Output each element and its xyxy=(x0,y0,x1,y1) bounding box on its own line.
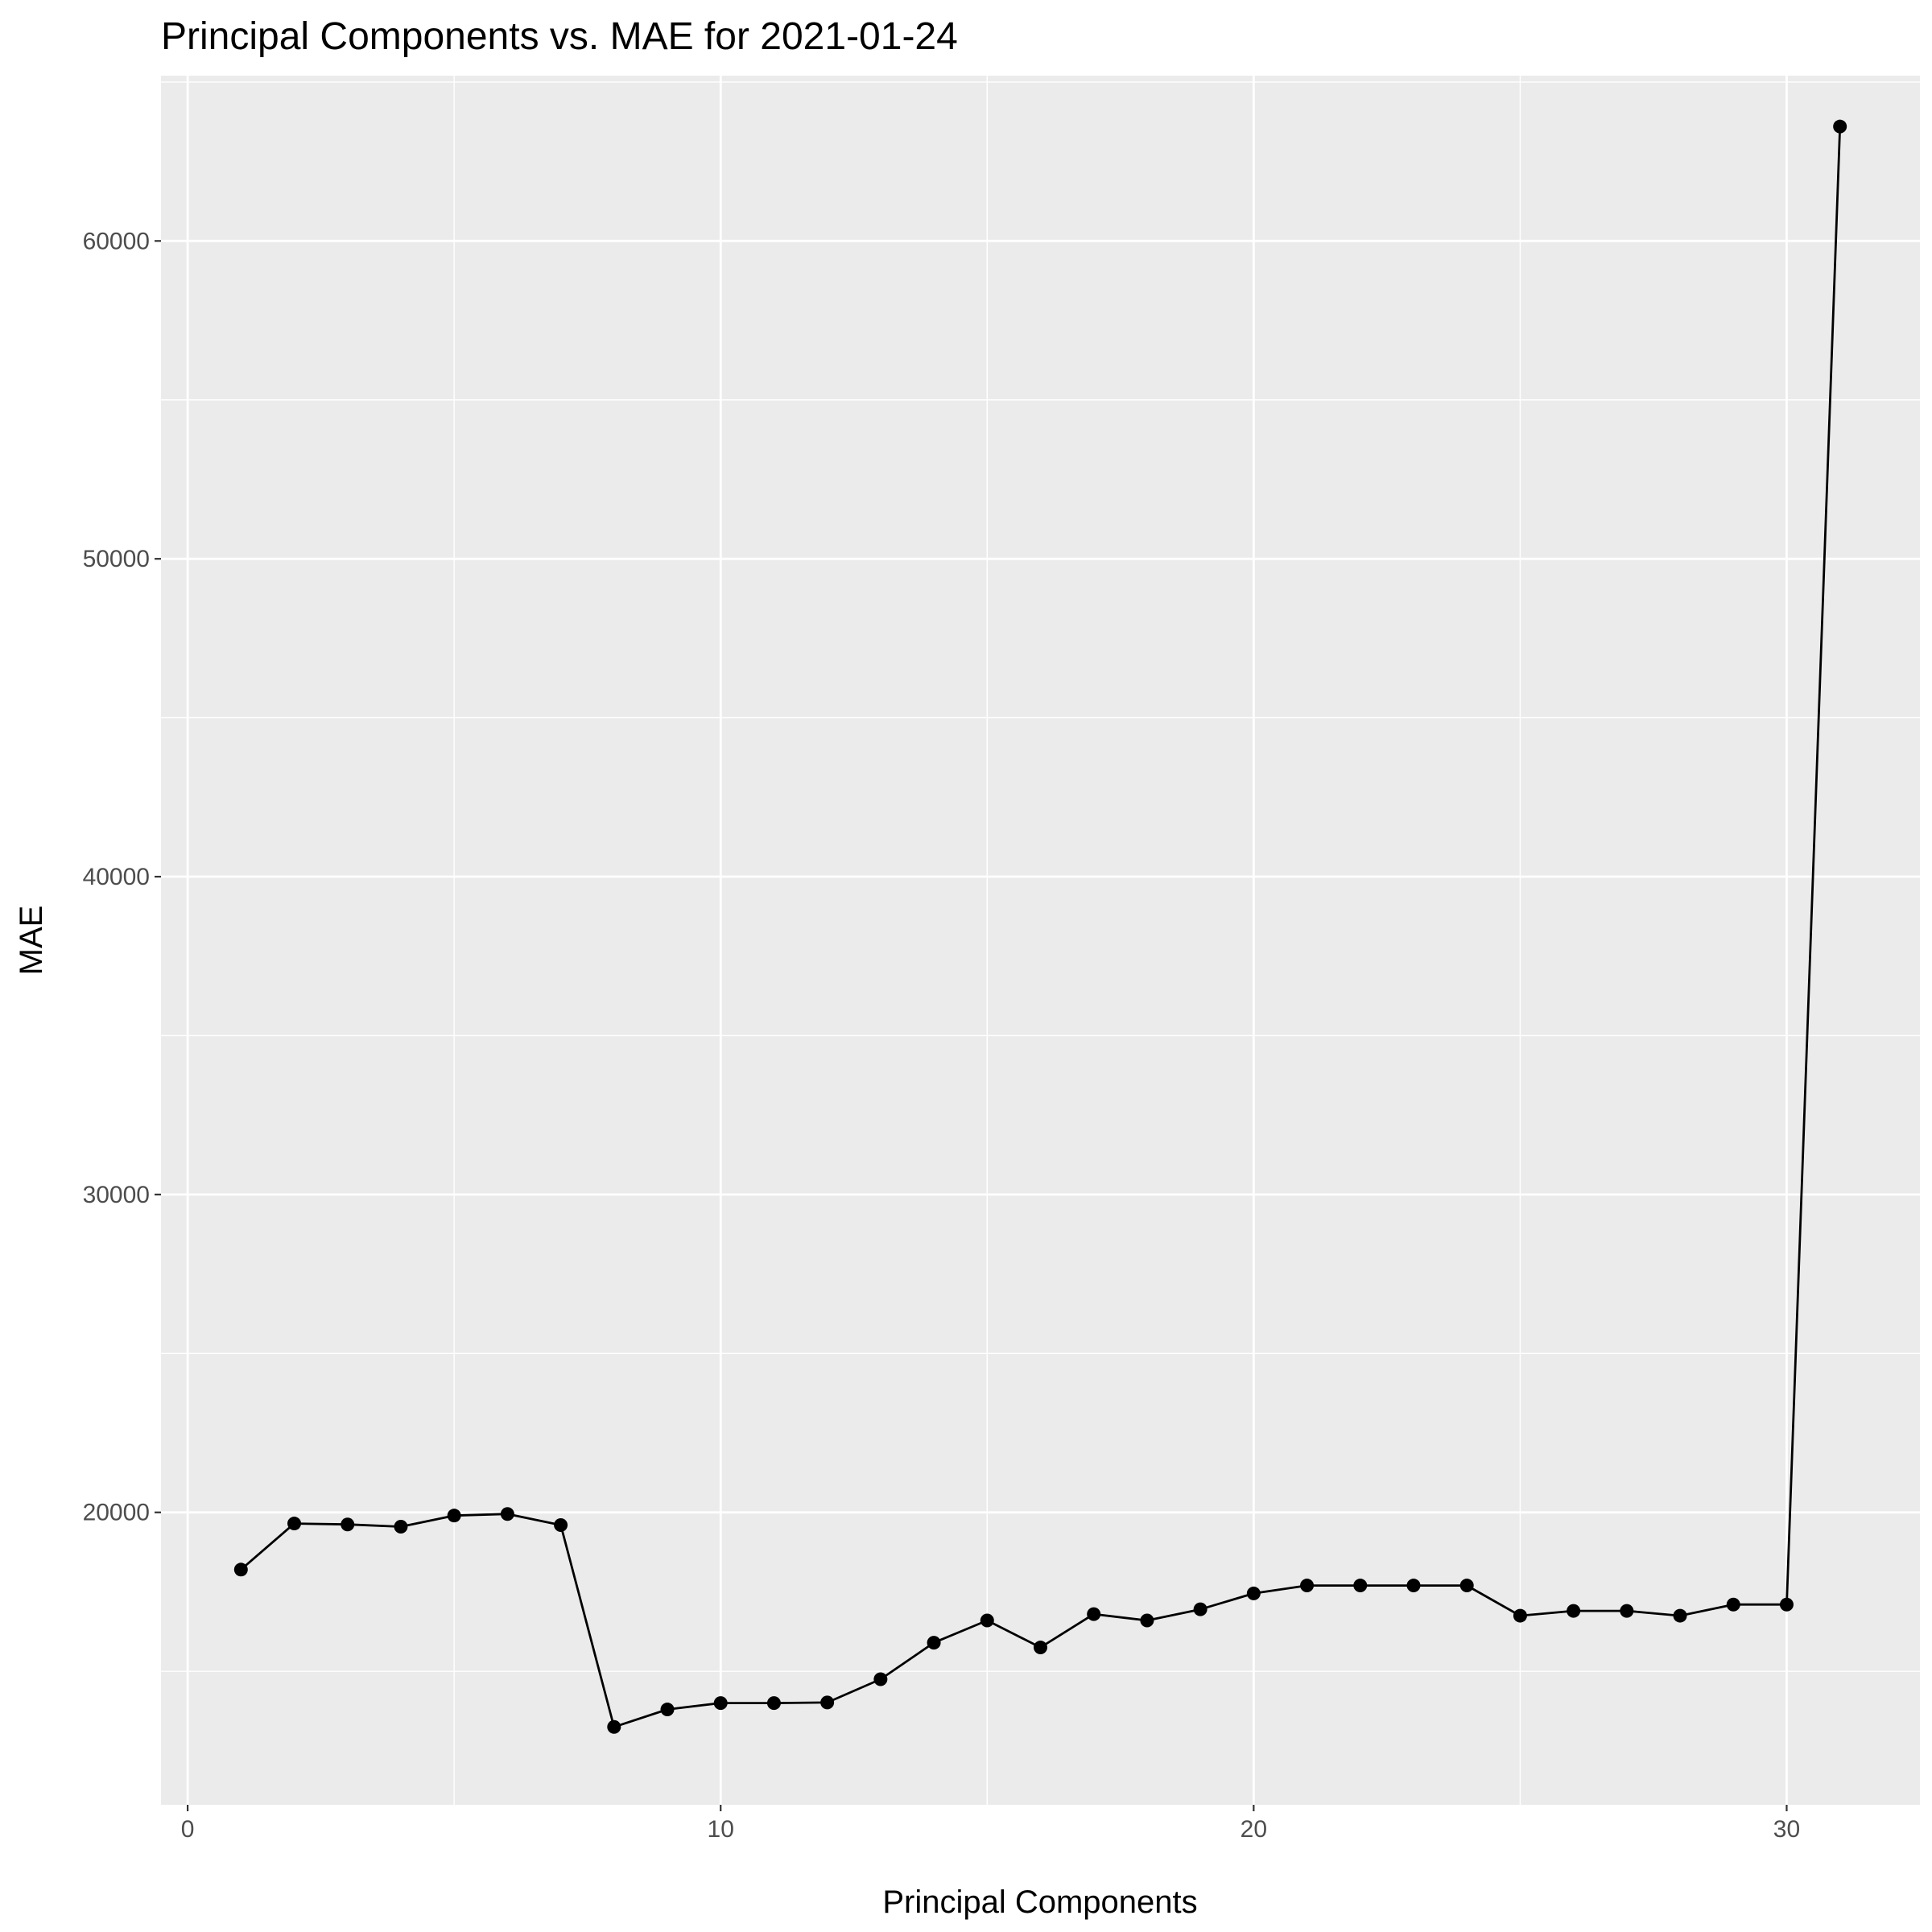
y-tick-label: 60000 xyxy=(83,228,150,254)
x-tick-label: 30 xyxy=(1773,1816,1800,1843)
data-point xyxy=(1833,119,1847,134)
data-series xyxy=(233,119,1847,1734)
data-point xyxy=(713,1696,728,1711)
y-tick-label: 40000 xyxy=(83,864,150,890)
data-point xyxy=(1620,1604,1634,1618)
data-point xyxy=(1246,1586,1261,1600)
data-point xyxy=(394,1520,408,1534)
data-point xyxy=(1406,1579,1421,1593)
data-point xyxy=(1087,1607,1101,1621)
data-point xyxy=(873,1672,888,1686)
data-point xyxy=(927,1636,941,1650)
data-point xyxy=(820,1695,835,1710)
data-point xyxy=(287,1517,302,1531)
data-point xyxy=(607,1719,621,1734)
data-point xyxy=(980,1613,994,1628)
data-point xyxy=(1140,1613,1154,1628)
x-tick-label: 0 xyxy=(181,1816,195,1843)
plot-panel xyxy=(161,76,1920,1805)
data-point xyxy=(1459,1579,1474,1593)
y-axis-title: MAE xyxy=(14,906,49,976)
data-point xyxy=(341,1517,355,1532)
data-point xyxy=(554,1518,568,1533)
data-point xyxy=(233,1563,248,1577)
data-point xyxy=(1673,1608,1687,1623)
data-point xyxy=(1353,1579,1368,1593)
data-point xyxy=(1567,1604,1581,1618)
data-point xyxy=(1300,1579,1315,1593)
data-point xyxy=(660,1703,675,1717)
chart-title: Principal Components vs. MAE for 2021-01… xyxy=(161,15,958,58)
y-tick-label: 20000 xyxy=(83,1500,150,1526)
x-tick-label: 20 xyxy=(1241,1816,1267,1843)
x-axis-title: Principal Components xyxy=(882,1885,1197,1920)
data-point xyxy=(1726,1597,1740,1612)
data-point xyxy=(766,1696,781,1711)
axes: 0 10 20 30 20000 30000 40000 50000 60000 xyxy=(83,228,1801,1843)
y-tick-label: 30000 xyxy=(83,1182,150,1208)
data-point xyxy=(1034,1641,1047,1655)
data-point xyxy=(1513,1608,1527,1623)
data-point xyxy=(500,1507,514,1521)
data-point xyxy=(1193,1602,1208,1616)
data-point xyxy=(447,1509,461,1523)
grid-lines xyxy=(161,76,1920,1805)
data-point xyxy=(1779,1597,1794,1612)
y-tick-label: 50000 xyxy=(83,546,150,572)
x-tick-label: 10 xyxy=(708,1816,734,1843)
